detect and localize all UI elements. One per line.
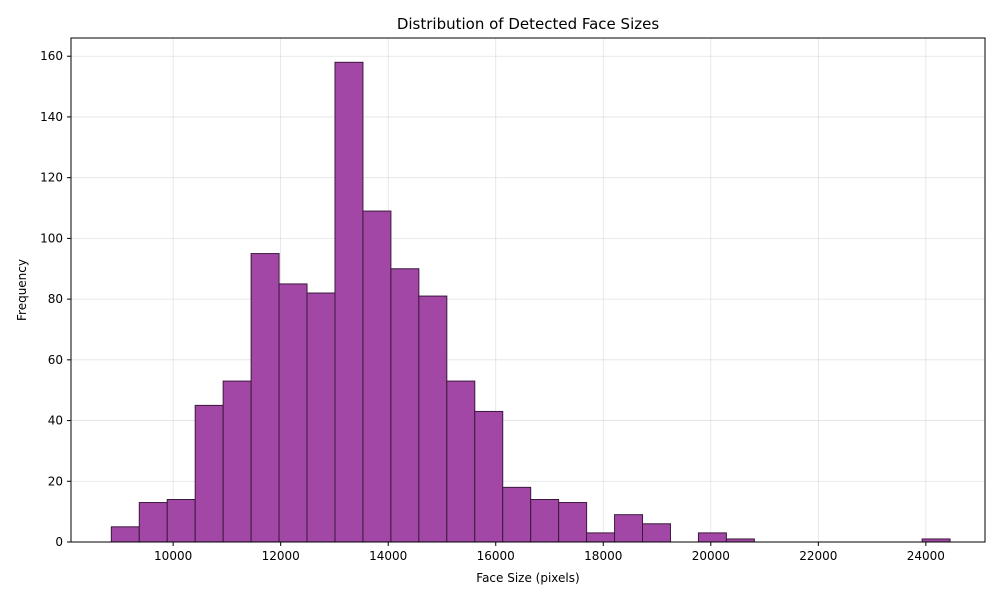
x-tick-label: 12000 <box>262 549 300 563</box>
histogram-bar <box>642 523 671 543</box>
histogram-bar <box>110 526 140 543</box>
histogram-bar <box>614 514 644 543</box>
y-axis-ticks: 0 20 40 60 80 100 120 140 160 <box>40 49 71 549</box>
bars <box>110 61 951 543</box>
histogram-bar <box>697 532 727 543</box>
histogram-bar <box>474 410 504 543</box>
histogram-bar <box>530 498 560 543</box>
x-tick-label: 22000 <box>799 549 837 563</box>
histogram-bar <box>390 268 420 543</box>
x-tick-label: 14000 <box>369 549 407 563</box>
chart-title: Distribution of Detected Face Sizes <box>397 15 660 33</box>
x-tick-label: 16000 <box>477 549 515 563</box>
histogram-bar <box>278 283 308 543</box>
y-tick-label: 80 <box>48 292 63 306</box>
y-tick-label: 60 <box>48 353 63 367</box>
plot-frame <box>70 37 986 543</box>
y-tick-label: 40 <box>48 414 63 428</box>
histogram-bar <box>306 292 336 543</box>
x-tick-label: 18000 <box>584 549 622 563</box>
histogram-bar <box>334 61 364 543</box>
histogram-bar <box>362 210 392 543</box>
y-tick-label: 160 <box>40 49 63 63</box>
y-tick-label: 100 <box>40 231 63 245</box>
x-tick-label: 20000 <box>692 549 730 563</box>
histogram-bar <box>222 380 252 543</box>
x-axis-label: Face Size (pixels) <box>476 571 579 585</box>
histogram-bar <box>418 295 448 543</box>
x-tick-label: 24000 <box>907 549 945 563</box>
histogram-bar <box>138 502 168 543</box>
histogram-bar <box>194 404 224 543</box>
y-axis-label: Frequency <box>15 259 29 321</box>
histogram-bar <box>250 253 280 543</box>
histogram-bar <box>166 498 196 543</box>
histogram-bar <box>558 502 588 543</box>
histogram-bar <box>586 532 616 543</box>
y-tick-label: 20 <box>48 474 63 488</box>
y-tick-label: 0 <box>55 535 63 549</box>
x-axis-ticks: 10000 12000 14000 16000 18000 20000 22000 24000 <box>154 542 945 563</box>
histogram-bar <box>446 380 476 543</box>
y-tick-label: 140 <box>40 110 63 124</box>
histogram-bar <box>502 486 532 543</box>
y-tick-label: 120 <box>40 171 63 185</box>
x-tick-label: 10000 <box>154 549 192 563</box>
